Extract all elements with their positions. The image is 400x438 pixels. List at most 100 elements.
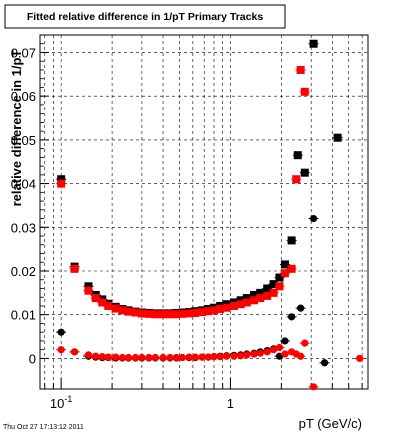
data-point — [138, 353, 146, 362]
data-point — [98, 298, 107, 307]
data-point — [288, 313, 296, 321]
data-point — [243, 351, 251, 359]
data-point — [159, 310, 168, 319]
data-point — [275, 343, 284, 352]
y-tick-label: 0.06 — [11, 89, 36, 104]
data-point — [57, 175, 66, 184]
data-point — [172, 310, 181, 319]
data-point — [104, 301, 113, 310]
data-point — [275, 282, 284, 291]
data-point — [57, 346, 65, 354]
data-point — [57, 179, 66, 188]
chart-title: Fitted relative difference in 1/pT Prima… — [27, 11, 264, 23]
data-point — [131, 353, 140, 362]
data-point — [131, 308, 140, 317]
data-point — [309, 383, 318, 391]
data-point — [297, 352, 305, 360]
data-point — [280, 269, 289, 278]
data-point — [333, 133, 342, 142]
series-1 — [56, 65, 310, 319]
data-point — [124, 353, 133, 362]
data-point — [84, 351, 93, 359]
y-tick-label: 0.04 — [11, 177, 36, 192]
data-point — [191, 353, 199, 361]
data-point — [320, 359, 329, 367]
data-point — [356, 354, 364, 363]
y-axis-label: relative difference in 1/pT — [9, 50, 24, 207]
data-point — [178, 353, 186, 362]
data-point — [216, 305, 225, 314]
data-point — [256, 349, 264, 357]
data-point — [172, 353, 181, 362]
data-point — [178, 309, 187, 318]
data-point — [237, 352, 245, 360]
x-axis-label: pT (GeV/c) — [299, 416, 362, 431]
data-point — [216, 353, 224, 361]
data-point — [296, 65, 305, 74]
data-point — [191, 308, 200, 317]
data-point — [269, 288, 278, 297]
data-point — [124, 307, 133, 316]
data-point — [198, 308, 207, 317]
data-point — [287, 236, 296, 245]
data-point — [309, 39, 318, 48]
data-point — [250, 291, 259, 300]
data-point — [287, 264, 296, 273]
data-point — [293, 151, 302, 160]
data-marks — [56, 39, 365, 391]
data-point — [242, 298, 251, 307]
data-point — [309, 214, 318, 223]
data-point — [250, 350, 258, 358]
y-tick-label: 0.01 — [11, 308, 36, 323]
data-point — [292, 175, 301, 184]
data-point — [269, 280, 278, 289]
data-point — [297, 304, 305, 312]
data-point — [185, 353, 193, 361]
y-tick-label: 0.02 — [11, 264, 36, 279]
data-point — [198, 353, 206, 361]
data-point — [263, 284, 272, 293]
data-point — [145, 353, 153, 362]
data-point — [118, 306, 127, 315]
data-point — [57, 328, 65, 336]
data-point — [250, 296, 259, 305]
data-point — [70, 264, 79, 273]
data-point — [151, 353, 159, 362]
data-point — [111, 304, 120, 313]
data-point — [104, 353, 112, 361]
data-point — [98, 353, 106, 361]
data-point — [256, 288, 265, 297]
footer-timestamp: Thu Oct 27 17:13:12 2011 — [3, 424, 84, 431]
y-tick-label: 0.03 — [11, 220, 36, 235]
data-point — [210, 353, 218, 361]
data-point — [70, 348, 79, 356]
data-point — [256, 294, 265, 303]
data-point — [236, 300, 245, 309]
data-point — [275, 273, 284, 282]
y-tick-label: 0 — [29, 351, 36, 366]
data-point — [300, 87, 309, 96]
data-point — [84, 286, 93, 295]
data-point — [144, 309, 153, 318]
data-point — [159, 353, 167, 362]
x-tick-label: 1 — [227, 396, 234, 411]
data-point — [222, 303, 231, 312]
data-point — [151, 310, 160, 319]
data-point — [210, 306, 219, 315]
data-point — [204, 353, 212, 361]
data-point — [166, 353, 174, 362]
data-point — [204, 307, 213, 316]
x-tick-label: 10-1 — [50, 394, 72, 411]
data-point — [263, 291, 272, 300]
data-point — [112, 353, 120, 361]
data-point — [91, 294, 100, 303]
data-point — [118, 353, 126, 362]
data-point — [185, 309, 194, 318]
data-point — [223, 352, 231, 360]
data-point — [92, 352, 100, 360]
data-point — [137, 309, 146, 318]
axes: 0 0.01 0.02 0.03 0.04 0.05 0.06 0.07 10-1 1 — [11, 43, 363, 411]
y-tick-label: 0.05 — [11, 133, 36, 148]
data-point — [230, 352, 238, 360]
